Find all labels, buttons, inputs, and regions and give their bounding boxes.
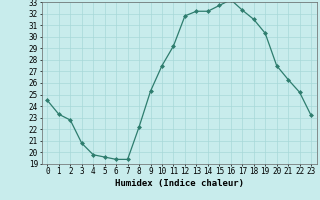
X-axis label: Humidex (Indice chaleur): Humidex (Indice chaleur) [115, 179, 244, 188]
